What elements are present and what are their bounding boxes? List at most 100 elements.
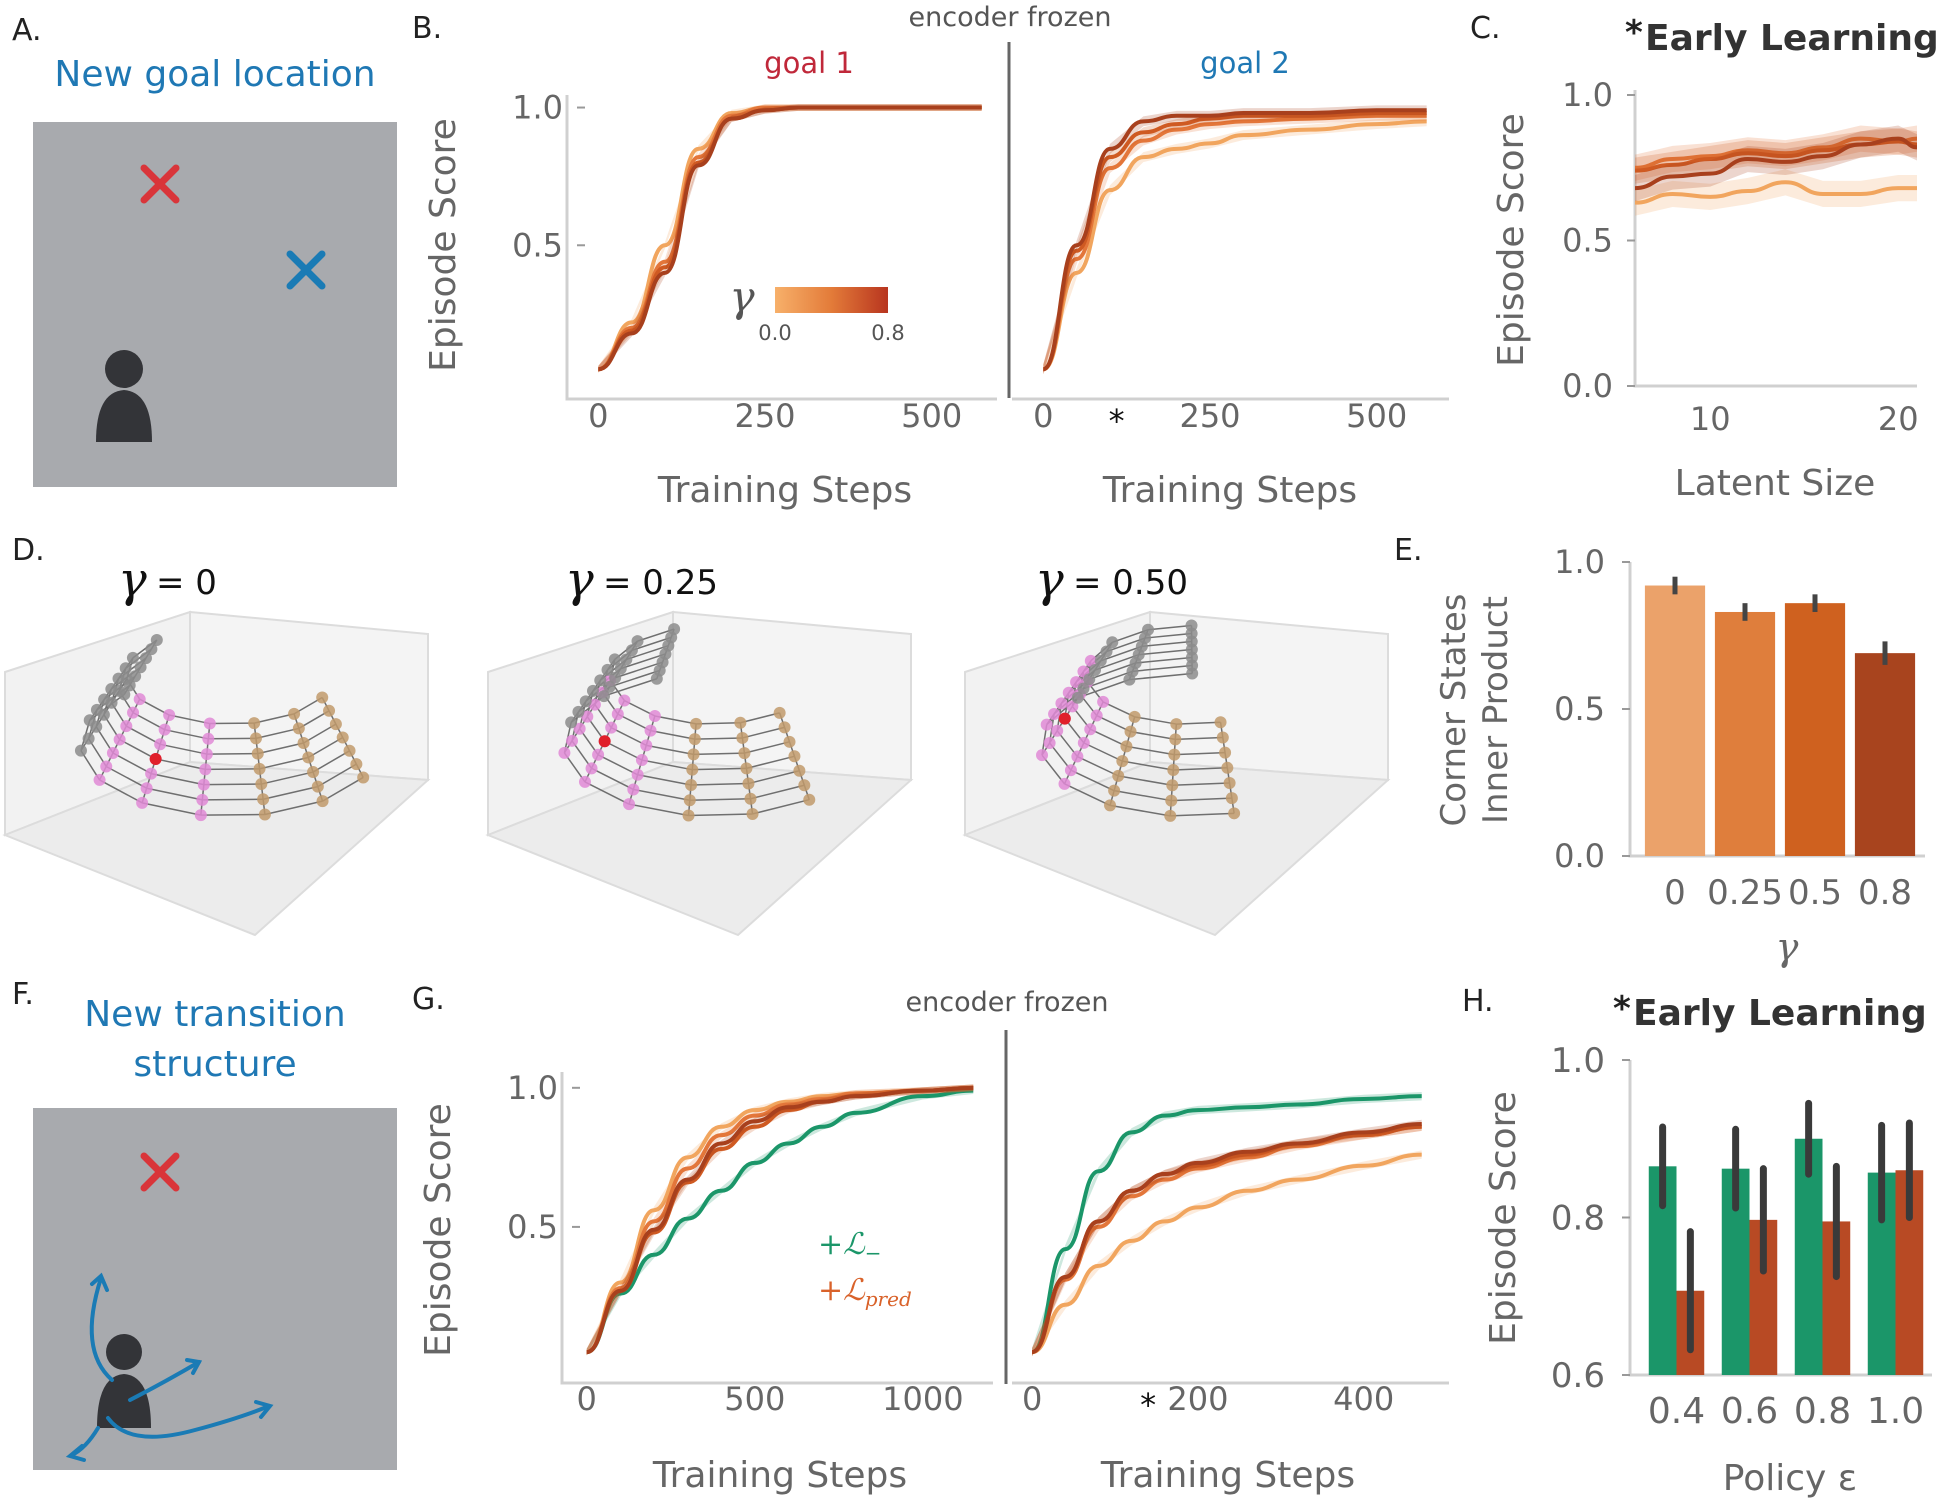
- state-node: [1112, 769, 1125, 782]
- mesh-edge: [1089, 662, 1136, 680]
- state-node: [1219, 746, 1232, 759]
- legend-neg-loss: +ℒ−: [818, 1227, 882, 1265]
- state-node: [618, 694, 631, 707]
- mesh-edge: [164, 728, 209, 740]
- state-node: [734, 716, 747, 729]
- series-band: [1043, 108, 1427, 375]
- state-node: [740, 762, 753, 775]
- state-node: [1221, 761, 1234, 774]
- mesh-edge: [654, 715, 697, 725]
- state-node: [585, 762, 598, 775]
- panel-d-embeddings: γ = 0 γ = 0.25 γ = 0.50: [2, 552, 1391, 937]
- embedding-plot-2: γ = 0.50: [962, 552, 1391, 937]
- state-node: [631, 635, 644, 648]
- mesh-edge: [264, 800, 323, 816]
- panel-e-ylabel-line2: Inner Product: [1476, 596, 1516, 824]
- y-tick-label: 0.6: [1551, 1356, 1605, 1396]
- state-node: [1164, 809, 1177, 822]
- mesh-edge: [1170, 812, 1235, 817]
- state-node: [594, 674, 607, 687]
- state-node: [1123, 673, 1136, 686]
- mesh-edge: [203, 783, 262, 786]
- state-node: [1090, 709, 1103, 722]
- panel-f-title-line2: structure: [133, 1044, 296, 1085]
- state-node: [793, 764, 806, 777]
- y-tick-label: 0.5: [512, 226, 563, 264]
- mesh-edge: [1106, 637, 1146, 653]
- mesh-edge: [322, 776, 364, 802]
- x-tick-label: 0: [1664, 873, 1686, 913]
- y-tick-label: 1.0: [1551, 1041, 1605, 1081]
- state-node: [1066, 700, 1079, 713]
- state-node: [1094, 654, 1107, 667]
- state-node: [685, 778, 698, 791]
- panel-e-xlabel: γ: [1776, 925, 1799, 969]
- state-node: [199, 763, 212, 776]
- mesh-edge: [1172, 782, 1230, 787]
- panel-h-letter: H.: [1462, 984, 1494, 1019]
- mesh-edge: [591, 767, 634, 791]
- state-node: [635, 754, 648, 767]
- y-tick-label: 1.0: [512, 89, 563, 127]
- mesh-edge: [740, 712, 780, 724]
- state-node: [112, 672, 125, 685]
- panel-f-letter: F.: [12, 977, 34, 1012]
- mesh-edge: [631, 636, 672, 652]
- mesh-edge: [1174, 751, 1226, 756]
- mesh-edge: [1175, 736, 1223, 741]
- mesh-edge: [626, 644, 669, 661]
- state-node: [194, 809, 207, 822]
- state-node: [1128, 710, 1141, 723]
- x-tick-label: 0.8: [1794, 1391, 1851, 1432]
- mesh-edge: [1118, 775, 1173, 787]
- state-node: [350, 758, 363, 771]
- mesh-edge: [150, 772, 204, 786]
- state-node: [202, 732, 215, 745]
- state-node: [343, 744, 356, 757]
- bar: [1854, 653, 1916, 856]
- mesh-edge: [317, 763, 357, 788]
- series-line: [586, 1085, 974, 1355]
- agent-icon-f: [97, 1334, 151, 1428]
- mesh-edge: [262, 785, 318, 801]
- mesh-edge: [628, 803, 689, 817]
- state-node: [316, 795, 329, 808]
- state-node: [145, 767, 158, 780]
- state-node: [620, 653, 633, 666]
- state-node: [1048, 707, 1061, 720]
- x-tick-label: 1.0: [1867, 1391, 1924, 1432]
- mesh-edge: [633, 788, 690, 801]
- series-line: [1634, 180, 1917, 205]
- state-node: [1166, 779, 1179, 792]
- mesh-edge: [1135, 656, 1193, 664]
- panel-b-right-plot: [1042, 105, 1427, 375]
- mesh-edge: [637, 628, 675, 642]
- mesh-edge: [159, 743, 207, 755]
- bar: [1794, 1138, 1823, 1375]
- state-node: [249, 732, 262, 745]
- pane-floor: [962, 760, 1391, 937]
- mesh-edge: [253, 713, 295, 724]
- y-tick-label: 1.0: [507, 1069, 558, 1107]
- series-line: [1031, 1094, 1422, 1355]
- state-node: [605, 721, 618, 734]
- state-node: [773, 706, 786, 719]
- series-line: [586, 1085, 974, 1355]
- state-node: [746, 807, 759, 820]
- mesh-edge: [200, 813, 265, 816]
- state-node: [1168, 748, 1181, 761]
- mesh-edge: [112, 752, 152, 775]
- goal-node: [149, 752, 162, 765]
- x-tick-label: 0: [577, 1380, 597, 1418]
- x-tick-label: 500: [1346, 397, 1407, 435]
- x-tick-label: 400: [1333, 1380, 1394, 1418]
- panel-b-left-plot: [597, 104, 982, 373]
- state-node: [588, 698, 601, 711]
- state-node: [105, 683, 118, 696]
- state-node: [120, 720, 133, 733]
- x-tick-label: 0.25: [1707, 873, 1783, 913]
- state-node: [578, 775, 591, 788]
- panel-b-goal1-title: goal 1: [764, 46, 854, 80]
- state-node: [1116, 755, 1129, 768]
- mesh-edge: [603, 678, 658, 697]
